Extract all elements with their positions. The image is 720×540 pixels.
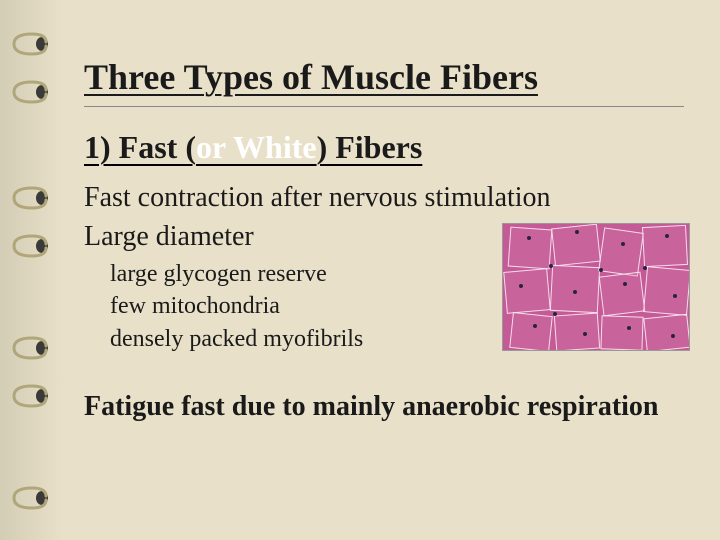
- sub-list: large glycogen reserve few mitochondria …: [110, 258, 494, 355]
- slide-subtitle: 1) Fast (or White) Fibers: [84, 129, 704, 166]
- sub-item: large glycogen reserve: [110, 258, 494, 290]
- sub-item: densely packed myofibrils: [110, 323, 494, 355]
- histology-image: [502, 223, 690, 351]
- binder-ring: [12, 80, 52, 104]
- binder-ring: [12, 336, 52, 360]
- binder-ring: [12, 32, 52, 56]
- binder-ring: [12, 186, 52, 210]
- sub-item: few mitochondria: [110, 290, 494, 322]
- binder-ring: [12, 234, 52, 258]
- binder-edge: [0, 0, 64, 540]
- body-line-2: Large diameter: [84, 219, 494, 254]
- subtitle-lead: 1) Fast (: [84, 129, 196, 165]
- slide-title: Three Types of Muscle Fibers: [84, 56, 704, 98]
- subtitle-white: or White: [196, 129, 317, 165]
- binder-ring: [12, 486, 52, 510]
- binder-ring: [12, 384, 52, 408]
- title-divider: [84, 106, 684, 107]
- slide-content: Three Types of Muscle Fibers 1) Fast (or…: [84, 0, 704, 540]
- footer-line: Fatigue fast due to mainly anaerobic res…: [106, 389, 666, 424]
- subtitle-tail: ) Fibers: [317, 129, 423, 165]
- body-line-1: Fast contraction after nervous stimulati…: [84, 180, 704, 215]
